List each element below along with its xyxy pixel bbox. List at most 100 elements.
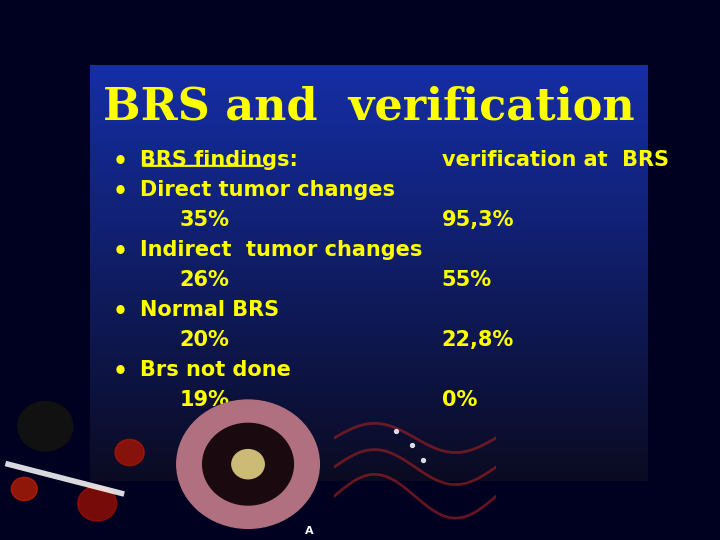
Bar (90, 248, 648, 249)
Bar (90, 388, 648, 389)
Bar (90, 79, 648, 80)
Bar (90, 465, 648, 467)
Bar (90, 68, 648, 69)
Bar (90, 85, 648, 87)
Bar (90, 418, 648, 420)
Bar (90, 392, 648, 393)
Bar (90, 162, 648, 163)
Circle shape (177, 400, 320, 528)
Bar (90, 256, 648, 258)
Bar (90, 263, 648, 265)
Bar (90, 89, 648, 90)
Bar (90, 259, 648, 260)
Bar (90, 137, 648, 138)
Bar (90, 348, 648, 349)
Bar (90, 174, 648, 176)
Bar (90, 307, 648, 309)
Bar (90, 313, 648, 314)
Bar (90, 246, 648, 248)
Bar (90, 131, 648, 133)
Circle shape (12, 477, 37, 501)
Text: A: A (305, 526, 313, 536)
Bar (90, 368, 648, 370)
Bar (90, 469, 648, 471)
Bar (90, 72, 648, 73)
Text: 20%: 20% (179, 329, 229, 350)
Bar (90, 120, 648, 122)
Bar (90, 239, 648, 241)
Bar (90, 151, 648, 152)
Bar (90, 329, 648, 331)
Bar (90, 158, 648, 159)
Bar (90, 321, 648, 322)
Bar (90, 153, 648, 155)
Text: 35%: 35% (179, 210, 229, 230)
Bar (90, 237, 648, 238)
Bar (90, 427, 648, 428)
Bar (90, 309, 648, 310)
Bar (90, 249, 648, 251)
Bar (90, 75, 648, 76)
Bar (90, 400, 648, 402)
Text: Normal BRS: Normal BRS (140, 300, 279, 320)
Bar (90, 267, 648, 268)
Bar (90, 339, 648, 341)
Bar (90, 83, 648, 84)
Bar (90, 300, 648, 302)
Bar (90, 353, 648, 354)
Bar (90, 364, 648, 366)
Bar (90, 141, 648, 143)
Bar (90, 194, 648, 195)
Bar (90, 435, 648, 436)
Circle shape (115, 440, 144, 465)
Bar (90, 184, 648, 185)
Text: 22,8%: 22,8% (441, 329, 514, 350)
Bar (90, 450, 648, 451)
Bar (90, 111, 648, 112)
Bar (90, 424, 648, 425)
Bar (90, 327, 648, 328)
Bar (90, 244, 648, 245)
Bar (90, 65, 648, 66)
Bar (90, 233, 648, 234)
Bar (90, 453, 648, 454)
Bar (90, 393, 648, 395)
Bar (90, 456, 648, 457)
Bar (90, 206, 648, 207)
Bar (90, 373, 648, 374)
Bar (90, 468, 648, 469)
Bar (90, 205, 648, 206)
Bar (90, 413, 648, 414)
Bar (90, 253, 648, 255)
Bar (90, 476, 648, 478)
Bar (90, 317, 648, 319)
Bar (90, 390, 648, 392)
Bar (90, 155, 648, 156)
Bar (90, 136, 648, 137)
Bar (90, 295, 648, 296)
Bar (90, 386, 648, 388)
Bar (90, 306, 648, 307)
Bar (90, 332, 648, 334)
Text: BRS findings:: BRS findings: (140, 150, 298, 170)
Bar (90, 207, 648, 209)
Bar (90, 77, 648, 79)
Bar (90, 163, 648, 165)
Bar (90, 160, 648, 162)
Bar (90, 80, 648, 82)
Bar (90, 209, 648, 210)
Bar (90, 195, 648, 197)
Bar (90, 417, 648, 418)
Bar (90, 228, 648, 230)
Bar (90, 114, 648, 116)
Bar (90, 421, 648, 422)
Bar (90, 70, 648, 72)
Bar (90, 273, 648, 274)
Bar (90, 98, 648, 99)
Bar (90, 292, 648, 294)
Bar (90, 294, 648, 295)
Bar (90, 282, 648, 284)
Bar (90, 406, 648, 407)
Bar (90, 187, 648, 188)
Bar (90, 367, 648, 368)
